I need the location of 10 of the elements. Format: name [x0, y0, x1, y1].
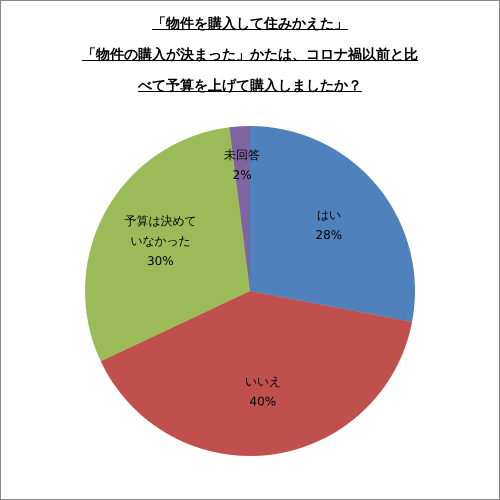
data-label: 28% [315, 228, 342, 242]
slice-label: はい [316, 208, 341, 222]
slice-label: 未回答 [224, 148, 260, 162]
data-label: 2% [232, 168, 252, 182]
slice-label: 予算は決めていなかった [124, 214, 196, 248]
chart-title: 「物件を購入して住みかえた」 [152, 16, 348, 32]
chart-subtitle: 「物件の購入が決まった」かたは、コロナ禍以前と比べて予算を上げて購入しましたか？ [82, 47, 418, 94]
slice-label: いいえ [244, 374, 281, 389]
data-label: 40% [249, 394, 276, 409]
data-label: 30% [147, 254, 174, 268]
